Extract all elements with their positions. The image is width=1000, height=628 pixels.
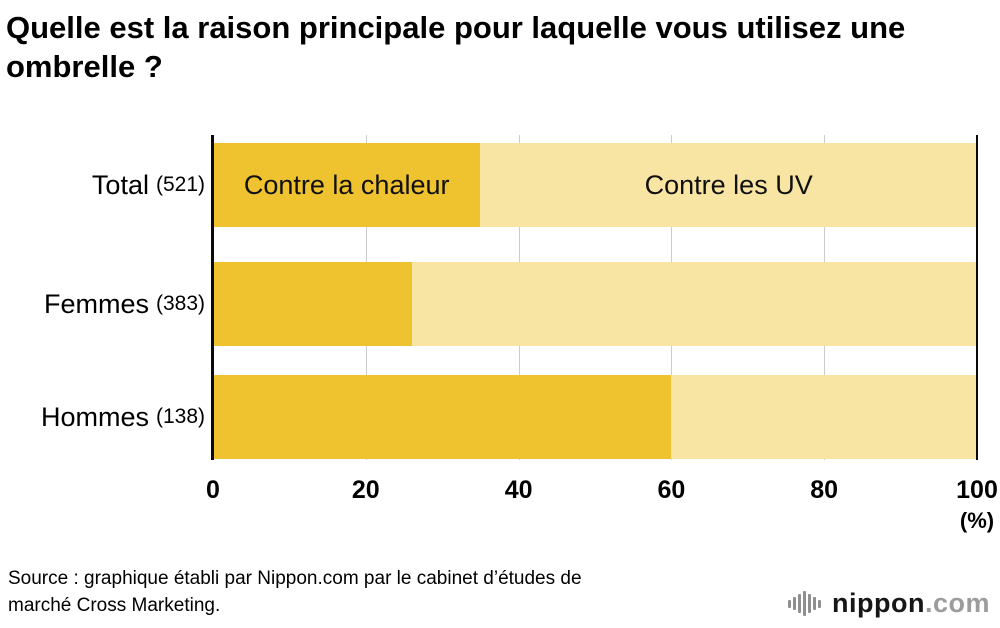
x-tick-label: 60 — [657, 476, 686, 504]
category-count: (521) — [155, 173, 205, 196]
x-axis-unit: (%) — [959, 508, 995, 533]
bar-segment-uv — [671, 375, 977, 459]
soundwave-icon — [788, 591, 823, 616]
bar-segment-uv: Contre les UV — [480, 143, 977, 227]
x-tick-label: 80 — [810, 476, 839, 504]
nippon-logo: nippon .com — [788, 588, 990, 619]
bar-row-total: Contre la chaleur Contre les UV — [213, 143, 977, 227]
category-label-hommes: Hommes (138) — [0, 375, 205, 459]
x-tick-label: 20 — [351, 476, 380, 504]
x-tick-label: 0 — [206, 476, 220, 504]
series-label-uv: Contre les UV — [644, 169, 813, 200]
x-axis: 0 20 40 60 80 100 — [206, 476, 998, 506]
x-tick-label: 100 — [956, 476, 998, 504]
logo-tld: .com — [924, 588, 990, 618]
bar-row-hommes — [213, 375, 977, 459]
axis-line-0 — [211, 135, 214, 460]
category-name: Femmes — [43, 288, 149, 319]
category-label-femmes: Femmes (383) — [0, 262, 205, 346]
series-label-chaleur: Contre la chaleur — [243, 169, 450, 200]
x-tick-label: 40 — [504, 476, 533, 504]
category-label-total: Total (521) — [0, 143, 205, 227]
chart-title: Quelle est la raison principale pour laq… — [6, 10, 906, 85]
category-name: Total — [91, 169, 149, 200]
bar-segment-chaleur — [213, 262, 412, 346]
source-text: Source : graphique établi par Nippon.com… — [8, 568, 582, 616]
category-count: (138) — [155, 405, 205, 428]
category-name: Hommes — [40, 401, 149, 432]
bar-row-femmes — [213, 262, 977, 346]
category-count: (383) — [155, 292, 205, 315]
axis-line-100 — [975, 135, 978, 460]
logo-name: nippon — [832, 588, 925, 618]
bar-segment-chaleur: Contre la chaleur — [213, 143, 481, 227]
bar-segment-chaleur — [213, 375, 672, 459]
bar-segment-uv — [411, 262, 977, 346]
plot-area: Contre la chaleur Contre les UV — [211, 135, 978, 460]
